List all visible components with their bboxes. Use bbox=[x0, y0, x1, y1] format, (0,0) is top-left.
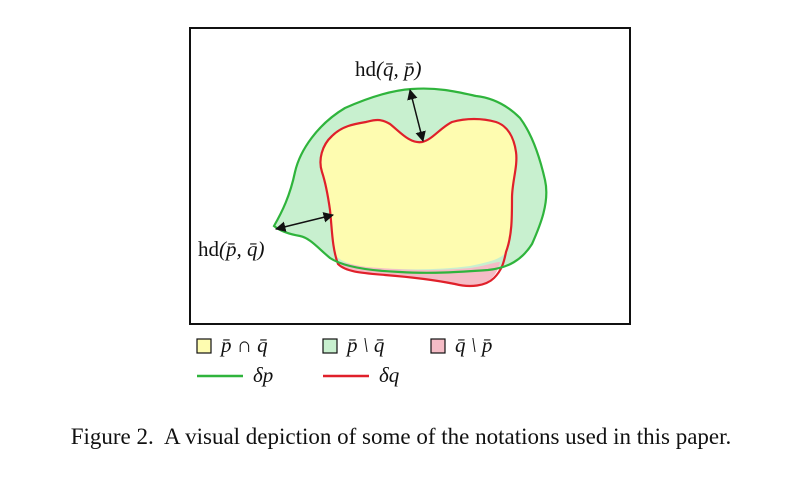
legend-item-intersection: p̄ ∩ q̄ bbox=[196, 333, 268, 357]
caption-label: Figure 2. bbox=[70, 424, 154, 449]
legend-label: δp bbox=[253, 363, 273, 387]
boundary-delta-q bbox=[319, 117, 518, 288]
legend-swatch bbox=[430, 338, 446, 354]
boundary-delta-p bbox=[272, 87, 548, 274]
region-q-minus-p bbox=[340, 262, 500, 287]
figure-caption: Figure 2. A visual depiction of some of … bbox=[0, 424, 802, 450]
region-p-and-q bbox=[320, 119, 517, 270]
diagram-frame bbox=[189, 27, 631, 325]
legend-label: p̄ ∩ q̄ bbox=[219, 333, 268, 357]
legend: p̄ ∩ q̄ p̄ \ q̄ q̄ \ p̄ δp δq bbox=[196, 333, 492, 387]
legend-item-p-minus-q: p̄ \ q̄ bbox=[322, 333, 385, 357]
arrow-hd-q-p bbox=[407, 88, 426, 143]
legend-label: δq bbox=[379, 363, 400, 387]
label-hd-q-p: hd(q̄, p̄) bbox=[355, 57, 422, 81]
legend-label: q̄ \ p̄ bbox=[455, 333, 492, 357]
notation-diagram: hd(q̄, p̄) hd(p̄, q̄) p̄ ∩ q̄ p̄ \ q̄ q̄… bbox=[189, 27, 631, 387]
caption-text: A visual depiction of some of the notati… bbox=[164, 424, 732, 449]
arrow-hd-p-q bbox=[274, 212, 335, 232]
legend-swatch bbox=[196, 338, 212, 354]
legend-swatch bbox=[322, 338, 338, 354]
label-hd-p-q: hd(p̄, q̄) bbox=[198, 237, 265, 261]
legend-item-delta-q: δq bbox=[323, 363, 400, 387]
legend-item-delta-p: δp bbox=[197, 363, 273, 387]
legend-label: p̄ \ q̄ bbox=[345, 333, 385, 357]
legend-item-q-minus-p: q̄ \ p̄ bbox=[430, 333, 492, 357]
